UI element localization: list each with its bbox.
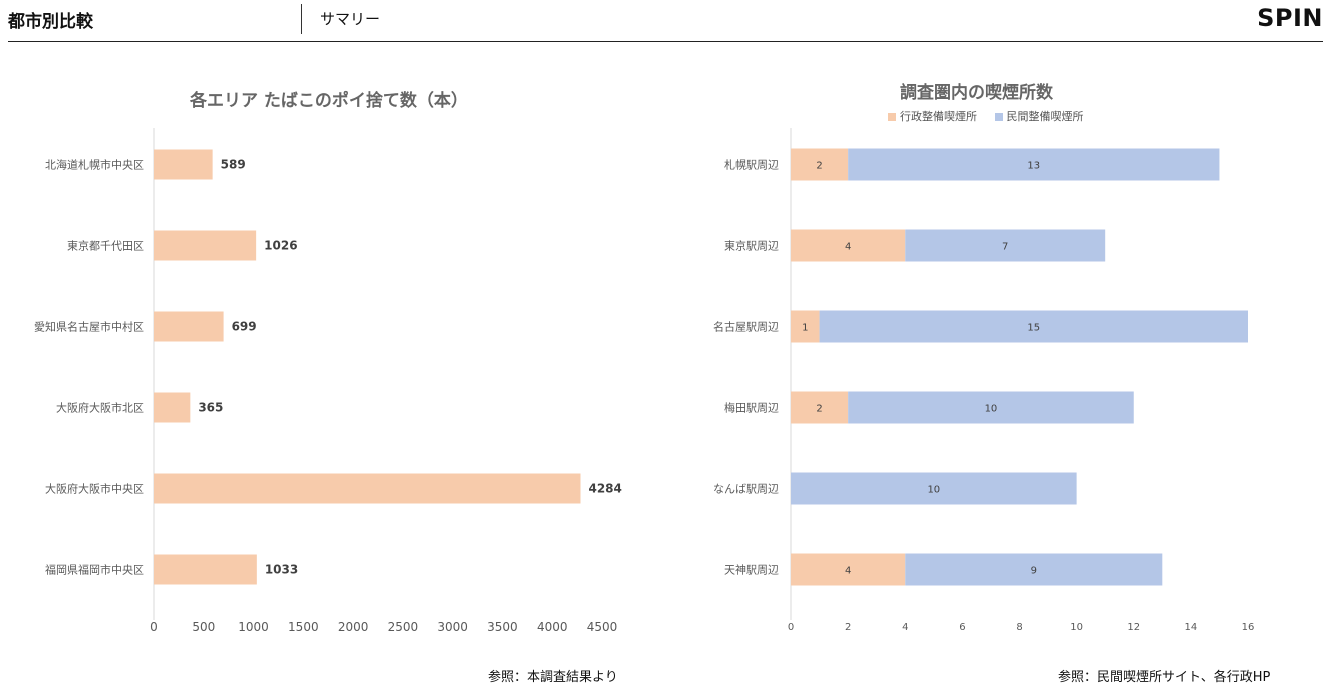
- chart2-data-label: 10: [985, 404, 998, 415]
- chart1-title: 各エリア たばこのポイ捨て数（本）: [190, 91, 468, 111]
- chart2-bar-gov: [791, 229, 906, 262]
- chart2-bar-private: [905, 553, 1163, 586]
- chart1-litter-count: 北海道札幌市中央区 589 東京都千代田区 1026 愛知県名古屋市中村区 699 大阪府大…: [34, 128, 622, 634]
- chart1-category-label: 大阪府大阪市北区: [56, 401, 144, 415]
- chart2-data-label: 2: [816, 161, 822, 172]
- chart1-bar: [154, 392, 191, 423]
- legend-swatch-private: [994, 113, 1003, 121]
- chart2-bar-private: [848, 391, 1134, 424]
- chart1-category-label: 愛知県名古屋市中村区: [34, 320, 144, 334]
- chart1-data-label: 1026: [264, 239, 297, 253]
- chart2-x-tick-label: 2: [845, 622, 851, 633]
- chart2-data-label: 2: [816, 404, 822, 415]
- chart2-category-label: なんば駅周辺: [713, 483, 779, 496]
- chart2-bar-gov: [791, 553, 906, 586]
- chart2-x-tick-label: 6: [959, 622, 965, 633]
- chart2-x-tick-label: 12: [1127, 622, 1140, 633]
- chart2-data-label: 1: [802, 323, 808, 334]
- chart2-legend: 行政整備喫煙所 民間整備喫煙所: [888, 108, 1098, 124]
- chart1-data-label: 4284: [588, 482, 621, 496]
- chart1-bar: [154, 554, 257, 585]
- chart2-bar-private: [819, 310, 1248, 343]
- chart1-bar: [154, 311, 224, 342]
- chart1-data-label: 365: [198, 401, 223, 415]
- chart2-category-label: 梅田駅周辺: [724, 401, 779, 415]
- header-divider: [301, 4, 302, 34]
- chart1-bar: [154, 230, 257, 261]
- chart2-data-label: 9: [1031, 566, 1037, 577]
- legend-swatch-gov: [888, 113, 896, 121]
- page-subtitle: サマリー: [320, 10, 381, 28]
- chart2-data-label: 7: [1002, 242, 1008, 253]
- chart2-smoking-area-count: 2 13 札幌駅周辺 4 7 東京駅周辺 1 15 名古屋駅周辺 2 10 梅田駅周辺 10 なんば駅周辺…: [713, 128, 1255, 633]
- header: 都市別比較 サマリー SPIN: [0, 0, 1343, 42]
- chart2-bar-gov: [791, 391, 849, 424]
- chart2-data-label: 4: [845, 242, 851, 253]
- chart2-data-label: 4: [845, 566, 851, 577]
- chart1-data-label: 589: [221, 158, 246, 172]
- chart2-x-tick-label: 10: [1070, 622, 1083, 633]
- chart1-category-label: 大阪府大阪市中央区: [45, 482, 144, 496]
- chart1-category-label: 東京都千代田区: [67, 239, 144, 253]
- chart2-bar-gov: [791, 310, 820, 343]
- chart1-x-tick-label: 4500: [587, 620, 618, 634]
- chart2-data-label: 15: [1027, 323, 1040, 334]
- chart2-source-note: 参照：民間喫煙所サイト、各行政HP: [1058, 670, 1271, 685]
- chart1-x-tick-label: 2000: [338, 620, 369, 634]
- chart2-x-tick-label: 16: [1242, 622, 1255, 633]
- chart1-x-tick-label: 0: [150, 620, 158, 634]
- chart2-bar-gov: [791, 148, 849, 181]
- chart2-x-tick-label: 4: [902, 622, 908, 633]
- chart1-category-label: 北海道札幌市中央区: [45, 158, 144, 172]
- chart2-category-label: 札幌駅周辺: [724, 158, 779, 172]
- chart1-source-note: 参照：本調査結果より: [488, 670, 618, 685]
- chart1-x-tick-label: 3500: [487, 620, 518, 634]
- chart1-bar: [154, 149, 213, 180]
- chart1-category-label: 福岡県福岡市中央区: [45, 563, 144, 577]
- legend-label-private: 民間整備喫煙所: [1006, 110, 1084, 123]
- chart2-x-tick-label: 8: [1016, 622, 1022, 633]
- legend-item-gov: 行政整備喫煙所: [888, 108, 977, 124]
- chart1-data-label: 699: [232, 320, 257, 334]
- chart2-x-tick-label: 0: [788, 622, 794, 633]
- page-title: 都市別比較: [8, 12, 93, 32]
- chart1-x-tick-label: 500: [192, 620, 215, 634]
- chart1-x-tick-label: 4000: [537, 620, 568, 634]
- chart2-data-label: 13: [1027, 161, 1040, 172]
- legend-label-gov: 行政整備喫煙所: [900, 110, 977, 123]
- chart1-x-tick-label: 1500: [288, 620, 319, 634]
- chart1-x-tick-label: 1000: [238, 620, 269, 634]
- chart1-x-tick-label: 2500: [388, 620, 419, 634]
- chart2-bar-private: [848, 148, 1220, 181]
- chart2-title: 調査圏内の喫煙所数: [900, 83, 1053, 103]
- header-rule: [8, 41, 1323, 42]
- chart2-data-label: 10: [927, 485, 940, 496]
- chart1-x-tick-label: 3000: [437, 620, 468, 634]
- spin-logo: SPIN: [1257, 4, 1323, 32]
- chart2-x-tick-label: 14: [1185, 622, 1198, 633]
- chart2-bar-private: [791, 472, 1077, 505]
- chart2-category-label: 名古屋駅周辺: [713, 320, 779, 334]
- chart2-bar-private: [905, 229, 1106, 262]
- chart2-category-label: 東京駅周辺: [724, 239, 779, 253]
- chart1-bar: [154, 473, 581, 504]
- chart1-data-label: 1033: [265, 563, 298, 577]
- legend-item-private: 民間整備喫煙所: [994, 108, 1084, 124]
- chart2-category-label: 天神駅周辺: [724, 563, 779, 577]
